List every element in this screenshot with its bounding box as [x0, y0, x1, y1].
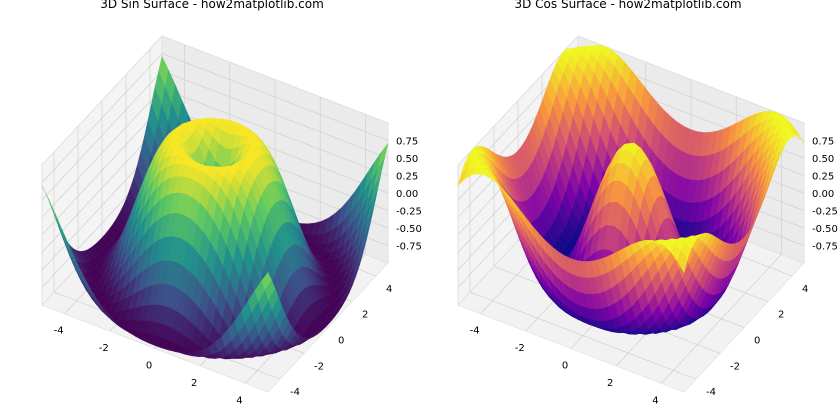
surface: [457, 44, 805, 335]
sin-surface-panel: 3D Sin Surface - how2matplotlib.com -4 -2…: [41, 0, 422, 407]
y-tick-label: 2: [362, 310, 368, 321]
x-tick-label: -4: [470, 326, 480, 337]
x-tick-label: 0: [562, 361, 568, 372]
y-tick-label: -4: [706, 387, 716, 398]
gridline: [41, 105, 163, 236]
z-tick-label: 0.25: [396, 172, 418, 183]
cos-surface-panel: 3D Cos Surface - how2matplotlib.com -4 -2…: [457, 0, 838, 407]
gridline: [41, 53, 163, 183]
chart-title: 3D Sin Surface - how2matplotlib.com: [100, 0, 324, 11]
x-tick-label: 4: [652, 395, 658, 406]
z-tick-label: 0.50: [812, 154, 834, 165]
chart-title: 3D Cos Surface - how2matplotlib.com: [514, 0, 741, 11]
tick-labels: -4 -2 0 2 4 -4 -2 0 2 4 -0.75 -0.50 -0.25 0.00 0.25 0.5…: [470, 137, 838, 407]
x-tick-label: 2: [191, 378, 197, 389]
z-tick-label: -0.25: [812, 207, 838, 218]
x-tick-label: -4: [54, 326, 64, 337]
surface: [41, 55, 389, 360]
x-tick-label: -2: [515, 343, 525, 354]
y-tick-label: 2: [778, 310, 784, 321]
z-tick-label: 0.75: [396, 137, 418, 148]
gridline: [661, 254, 782, 384]
y-tick-label: 4: [802, 284, 808, 295]
y-tick-label: 4: [386, 284, 392, 295]
x-tick-label: -2: [99, 343, 109, 354]
x-tick-label: 2: [607, 378, 613, 389]
gridline: [41, 88, 163, 218]
gridline: [161, 70, 389, 159]
z-tick-label: -0.75: [812, 242, 838, 253]
surface-face: [677, 250, 688, 274]
z-tick-label: 0.25: [812, 172, 834, 183]
z-tick-label: 0.50: [396, 154, 418, 165]
tick-labels: -4 -2 0 2 4 -4 -2 0 2 4 -0.75 -0.50 -0.25 0.00 0.25 0.5…: [54, 137, 422, 407]
x-tick-label: 4: [236, 395, 242, 406]
z-tick-label: 0.75: [812, 137, 834, 148]
surface-face: [261, 272, 272, 291]
x-tick-label: 0: [146, 361, 152, 372]
gridline: [161, 88, 389, 176]
z-tick-label: 0.00: [396, 189, 418, 200]
z-tick-label: -0.75: [396, 242, 422, 253]
z-tick-label: -0.50: [812, 224, 838, 235]
z-tick-label: 0.00: [812, 189, 834, 200]
y-tick-label: -2: [314, 361, 324, 372]
y-tick-label: -4: [290, 387, 300, 398]
z-tick-label: -0.50: [396, 224, 422, 235]
y-tick-label: 0: [338, 336, 344, 347]
y-tick-label: -2: [730, 361, 740, 372]
y-tick-label: 0: [754, 336, 760, 347]
gridline: [161, 53, 389, 141]
gridline: [41, 70, 163, 201]
z-tick-label: -0.25: [396, 207, 422, 218]
